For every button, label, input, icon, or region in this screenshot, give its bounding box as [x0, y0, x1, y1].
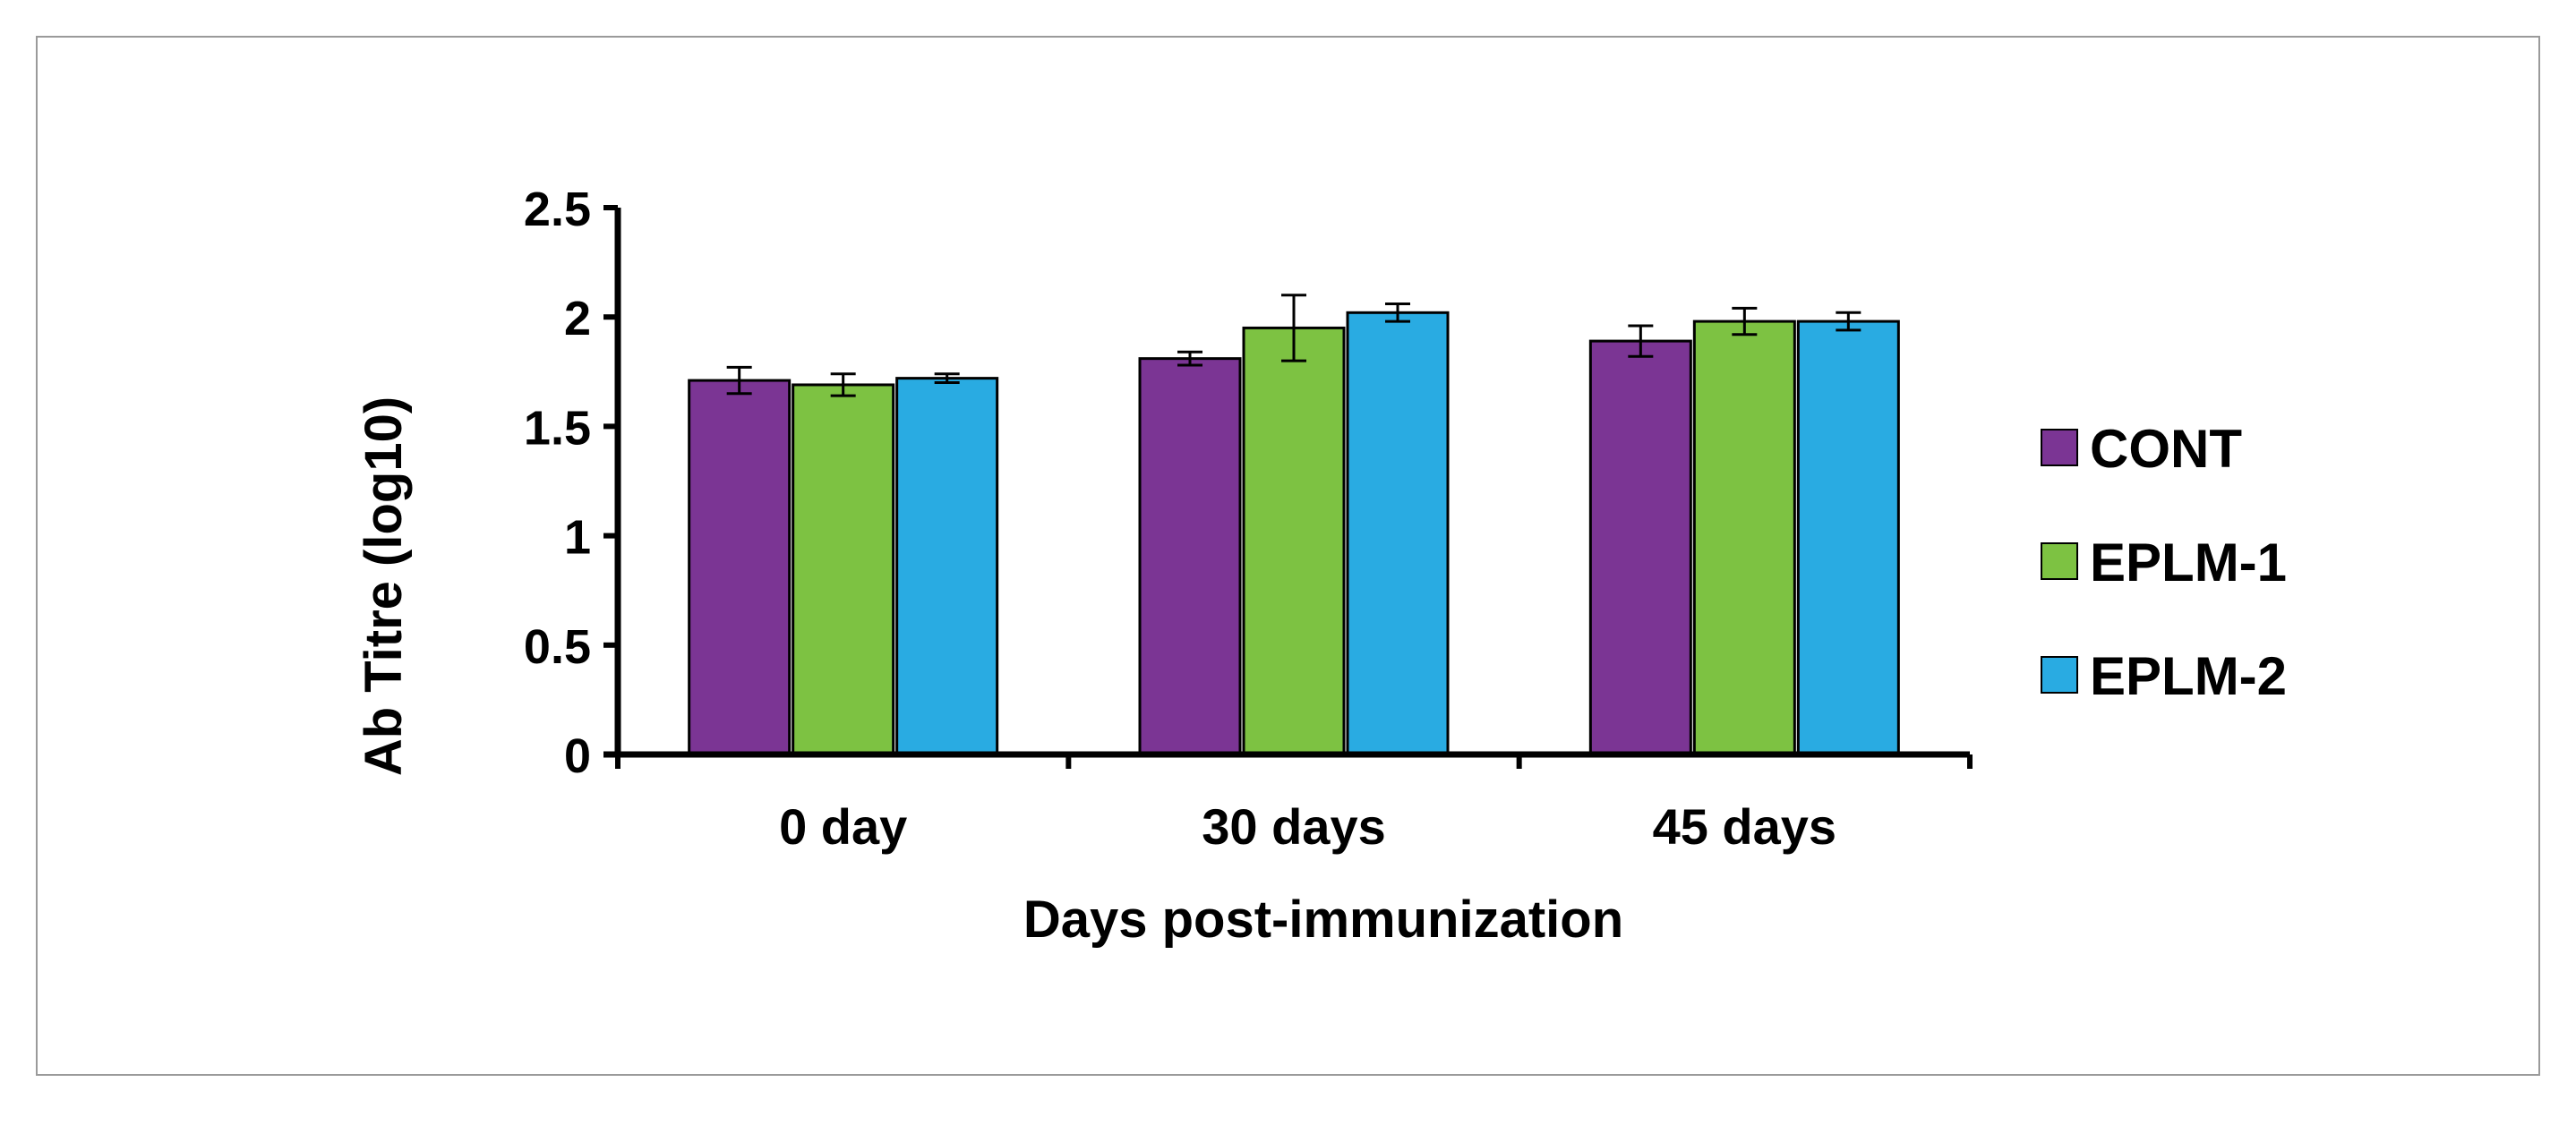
legend-swatch-eplm-2 — [2041, 656, 2078, 694]
y-tick-label: 2.5 — [524, 183, 591, 236]
legend-label-eplm-1: EPLM-1 — [2090, 533, 2287, 592]
bar-cont — [688, 379, 792, 756]
bar-eplm-2 — [1346, 311, 1450, 756]
y-tick-label: 2 — [564, 292, 591, 345]
bar-eplm-2 — [1796, 320, 1900, 756]
y-tick-label: 0.5 — [524, 620, 591, 674]
x-axis-title: Days post-immunization — [1023, 891, 1623, 949]
bar-cont — [1138, 357, 1242, 756]
x-tick-label: 30 days — [1202, 798, 1386, 855]
x-tick-label: 0 day — [779, 798, 907, 855]
bar-eplm-2 — [895, 377, 999, 756]
y-axis-title: Ab Titre (log10) — [355, 396, 413, 776]
x-tick-label: 45 days — [1653, 798, 1837, 855]
legend-swatch-eplm-1 — [2041, 542, 2078, 580]
y-tick-label: 1.5 — [524, 401, 591, 455]
bar-eplm-1 — [1692, 320, 1796, 756]
bar-cont — [1588, 339, 1692, 756]
legend: CONT EPLM-1 EPLM-2 — [2041, 419, 2287, 706]
bar-eplm-1 — [792, 383, 895, 756]
legend-label-eplm-2: EPLM-2 — [2090, 646, 2287, 706]
y-tick-label: 0 — [564, 729, 591, 783]
legend-swatch-cont — [2041, 429, 2078, 466]
legend-label-cont: CONT — [2090, 419, 2242, 479]
y-tick-label: 1 — [564, 511, 591, 565]
bar-eplm-1 — [1242, 326, 1346, 756]
